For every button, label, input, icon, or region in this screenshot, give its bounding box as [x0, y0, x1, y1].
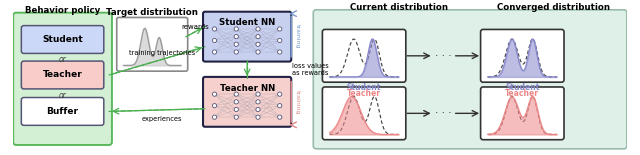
Circle shape: [278, 27, 282, 31]
FancyBboxPatch shape: [21, 97, 104, 125]
Text: Student NN: Student NN: [219, 18, 275, 27]
Text: or: or: [59, 55, 67, 64]
Circle shape: [256, 115, 260, 119]
Text: rewards: rewards: [182, 24, 209, 31]
Circle shape: [256, 35, 260, 39]
Text: Current distribution: Current distribution: [350, 3, 448, 12]
Circle shape: [278, 50, 282, 54]
Circle shape: [256, 27, 260, 31]
FancyBboxPatch shape: [203, 77, 291, 127]
Circle shape: [212, 27, 217, 31]
Text: Teacher: Teacher: [347, 89, 381, 98]
Text: Teacher: Teacher: [506, 89, 540, 98]
Circle shape: [234, 92, 238, 96]
Text: loss values
as rewards: loss values as rewards: [292, 63, 329, 76]
FancyBboxPatch shape: [116, 18, 188, 71]
Text: or: or: [59, 91, 67, 100]
Circle shape: [278, 104, 282, 108]
Text: Buffer: Buffer: [47, 107, 79, 116]
FancyBboxPatch shape: [21, 26, 104, 53]
Circle shape: [234, 42, 238, 46]
Text: Student: Student: [42, 35, 83, 44]
Circle shape: [234, 35, 238, 39]
Circle shape: [212, 50, 217, 54]
Circle shape: [212, 104, 217, 108]
FancyBboxPatch shape: [13, 13, 112, 145]
FancyBboxPatch shape: [314, 10, 627, 149]
Text: · · ·: · · ·: [435, 108, 451, 118]
Text: Converged distribution: Converged distribution: [497, 3, 610, 12]
Circle shape: [278, 115, 282, 119]
Text: Teacher NN: Teacher NN: [220, 84, 275, 93]
Text: Student: Student: [505, 83, 540, 92]
Text: · · ·: · · ·: [435, 51, 451, 61]
Text: experiences: experiences: [141, 116, 182, 122]
Text: Target distribution: Target distribution: [106, 9, 198, 18]
Circle shape: [256, 107, 260, 112]
Circle shape: [256, 42, 260, 46]
FancyBboxPatch shape: [323, 87, 406, 140]
Text: training: training: [295, 90, 300, 114]
Circle shape: [234, 50, 238, 54]
Circle shape: [212, 92, 217, 96]
Circle shape: [278, 92, 282, 96]
FancyBboxPatch shape: [323, 29, 406, 82]
FancyBboxPatch shape: [481, 87, 564, 140]
FancyBboxPatch shape: [203, 12, 291, 62]
Circle shape: [234, 107, 238, 112]
Text: Student: Student: [347, 83, 381, 92]
Text: Teacher: Teacher: [43, 71, 83, 80]
Circle shape: [256, 50, 260, 54]
Text: training: training: [295, 24, 300, 49]
Circle shape: [256, 92, 260, 96]
Circle shape: [278, 38, 282, 43]
Text: training trajectories: training trajectories: [129, 50, 195, 56]
Circle shape: [212, 38, 217, 43]
Text: Behavior policy: Behavior policy: [25, 6, 100, 15]
Circle shape: [234, 115, 238, 119]
Circle shape: [256, 100, 260, 104]
Circle shape: [212, 115, 217, 119]
FancyBboxPatch shape: [21, 61, 104, 89]
Circle shape: [234, 27, 238, 31]
FancyBboxPatch shape: [481, 29, 564, 82]
Circle shape: [234, 100, 238, 104]
